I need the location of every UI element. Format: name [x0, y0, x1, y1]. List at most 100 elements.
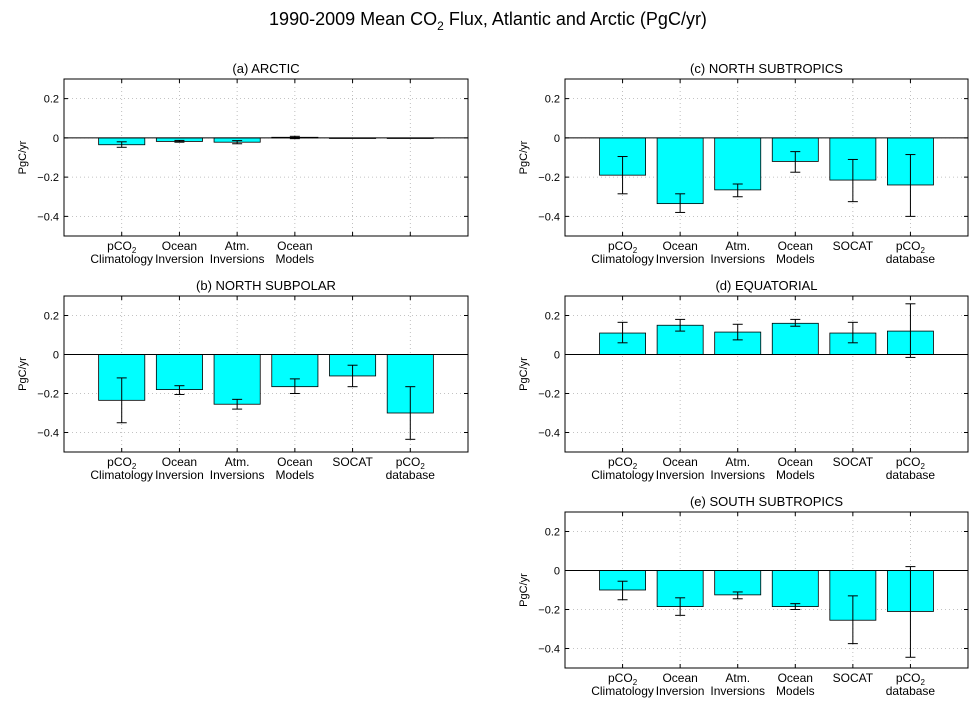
- x-tick-label-line2: Models: [776, 468, 815, 482]
- error-bar-4: [347, 364, 358, 388]
- panel-title: (c) NORTH SUBTROPICS: [690, 61, 843, 76]
- y-tick-label: 0.2: [44, 311, 59, 323]
- error-bar-4: [847, 158, 858, 203]
- panel-equatorial: 0.20−0.2−0.4pCO2ClimatologyOceanInversio…: [518, 278, 969, 482]
- x-tick-label: SOCAT: [332, 455, 373, 469]
- x-tick-label-line2: Inversion: [656, 468, 705, 482]
- bar-3: [771, 322, 819, 355]
- x-tick-label: pCO2: [107, 455, 137, 471]
- y-tick-label: −0.2: [538, 389, 560, 401]
- error-bar-5: [905, 154, 916, 217]
- x-tick-label: pCO2: [896, 455, 926, 471]
- panel-title: (d) EQUATORIAL: [715, 278, 817, 293]
- panel-title: (a) ARCTIC: [232, 61, 299, 76]
- x-tick-label: Atm.: [225, 455, 250, 469]
- bar-2: [213, 354, 261, 405]
- y-axis-label: PgC/yr: [518, 140, 530, 174]
- panel-title: (e) SOUTH SUBTROPICS: [690, 494, 843, 509]
- y-tick-label: 0.2: [545, 527, 560, 539]
- x-tick-label: Ocean: [662, 455, 697, 469]
- x-tick-label-line2: Inversions: [710, 684, 765, 698]
- x-tick-label: Ocean: [662, 671, 697, 685]
- axes-frame: [63, 78, 469, 237]
- x-tick-label: Ocean: [277, 239, 312, 253]
- x-tick-label: Ocean: [778, 239, 813, 253]
- error-bar-5: [905, 566, 916, 658]
- x-tick-label-line2: Inversions: [710, 468, 765, 482]
- x-tick-label: Atm.: [725, 239, 750, 253]
- error-bar-1: [174, 139, 185, 143]
- panel-title: (b) NORTH SUBPOLAR: [196, 278, 336, 293]
- y-tick-label: −0.4: [37, 428, 59, 440]
- x-tick-label-line2: Climatology: [591, 252, 654, 266]
- x-tick-label-line2: Models: [276, 468, 315, 482]
- x-tick-label: pCO2: [608, 455, 638, 471]
- error-bar-2: [232, 140, 243, 145]
- bar-1: [155, 354, 203, 390]
- x-tick-label-line2: database: [886, 252, 936, 266]
- y-tick-label: −0.4: [37, 211, 59, 223]
- x-tick-label-line2: Inversions: [710, 252, 765, 266]
- x-tick-label: pCO2: [107, 239, 137, 255]
- error-bar-3: [289, 378, 300, 394]
- x-tick-label: pCO2: [396, 455, 426, 471]
- error-bar-4: [847, 595, 858, 645]
- x-tick-label: Ocean: [662, 239, 697, 253]
- x-tick-label-line2: database: [886, 684, 936, 698]
- y-tick-label: 0: [554, 133, 560, 145]
- error-bar-2: [732, 183, 743, 198]
- panel-north_subpolar: 0.20−0.2−0.4pCO2ClimatologyOceanInversio…: [17, 278, 469, 482]
- x-tick-label-line2: Inversions: [210, 252, 265, 266]
- y-tick-label: 0: [554, 566, 560, 578]
- x-tick-label-line2: Climatology: [591, 684, 654, 698]
- y-axis-label: PgC/yr: [518, 573, 530, 607]
- y-tick-label: −0.2: [538, 605, 560, 617]
- x-tick-label: Ocean: [778, 455, 813, 469]
- x-tick-label: SOCAT: [833, 239, 874, 253]
- error-bar-2: [232, 398, 243, 410]
- x-tick-label-line2: Models: [276, 252, 315, 266]
- error-bar-3: [790, 151, 801, 173]
- error-bar-0: [617, 321, 628, 344]
- error-bar-2: [732, 323, 743, 341]
- y-tick-label: 0.2: [545, 311, 560, 323]
- bar-2: [714, 137, 762, 191]
- axes-frame: [564, 78, 969, 237]
- x-tick-label-line2: Inversion: [656, 252, 705, 266]
- x-tick-label: Ocean: [162, 239, 197, 253]
- figure-title-main: 1990-2009 Mean CO: [269, 9, 437, 29]
- x-tick-label: pCO2: [896, 671, 926, 687]
- error-bar-1: [675, 318, 686, 332]
- x-tick-label-line2: database: [886, 468, 936, 482]
- x-tick-label-line2: Climatology: [591, 468, 654, 482]
- y-tick-label: −0.2: [37, 389, 59, 401]
- x-tick-label-line2: Climatology: [90, 468, 153, 482]
- y-tick-label: −0.2: [538, 172, 560, 184]
- x-tick-label-line2: Climatology: [90, 252, 153, 266]
- x-tick-label-line2: Inversion: [656, 684, 705, 698]
- error-bar-4: [847, 321, 858, 344]
- plot-area: [64, 79, 468, 236]
- y-tick-label: −0.2: [37, 172, 59, 184]
- axes-frame: [564, 511, 969, 669]
- y-tick-label: −0.4: [538, 428, 560, 440]
- x-tick-label-line2: Inversion: [155, 468, 204, 482]
- x-tick-label: Atm.: [225, 239, 250, 253]
- error-bar-1: [675, 193, 686, 213]
- x-tick-label: pCO2: [896, 239, 926, 255]
- x-tick-label: Ocean: [277, 455, 312, 469]
- x-tick-label-line2: database: [386, 468, 436, 482]
- error-bar-0: [116, 377, 127, 424]
- error-bar-3: [289, 135, 300, 140]
- x-tick-label-line2: Models: [776, 252, 815, 266]
- x-tick-label: SOCAT: [833, 455, 874, 469]
- bar-2: [714, 570, 762, 596]
- error-bar-3: [790, 318, 801, 327]
- y-tick-label: 0.2: [545, 94, 560, 106]
- y-tick-label: −0.4: [538, 644, 560, 656]
- panel-arctic: 0.20−0.2−0.4pCO2ClimatologyOceanInversio…: [17, 61, 469, 266]
- panel-north_subtropics: 0.20−0.2−0.4pCO2ClimatologyOceanInversio…: [518, 61, 969, 266]
- y-axis-label: PgC/yr: [17, 140, 29, 174]
- panel-south_subtropics: 0.20−0.2−0.4pCO2ClimatologyOceanInversio…: [518, 494, 969, 698]
